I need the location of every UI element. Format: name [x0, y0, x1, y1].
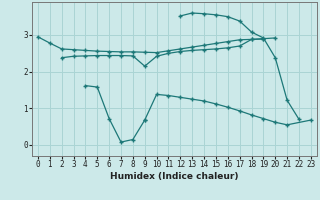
X-axis label: Humidex (Indice chaleur): Humidex (Indice chaleur) [110, 172, 239, 181]
